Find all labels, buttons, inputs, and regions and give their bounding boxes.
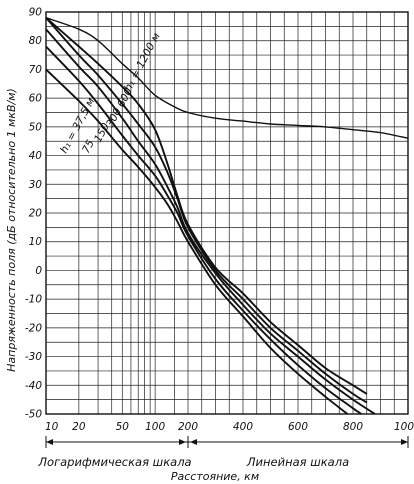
y-axis-title: Напряженность поля (дБ относительно 1 мк… [5,88,18,372]
y-tick-label: 50 [29,121,43,133]
grid [45,11,409,415]
y-tick-label: -40 [25,380,42,392]
x-tick-label: 600 [288,421,308,433]
x-tick-label: 20 [72,421,86,433]
y-tick-label: -10 [25,294,42,306]
y-tick-label: 30 [29,179,43,191]
y-tick-label: 0 [35,265,42,277]
x-tick-label: 800 [343,421,363,433]
x-tick-label: 200 [178,421,198,433]
scale-arrow [46,439,53,445]
y-tick-labels: 90 80 70 60 50 40 30 20 10 0 -10 -20 -30 -40 -50 [25,7,42,421]
series-line [45,17,368,404]
x-axis-title: Расстояние, км [171,470,259,483]
scale-arrow [179,439,186,445]
y-tick-label: 40 [29,150,43,162]
x-tick-label: 10 [45,421,59,433]
series-line [45,28,376,415]
series-line [45,45,362,415]
x-tick-label: 100 [145,421,165,433]
curve-label-75: 75 [80,138,97,156]
x-tick-label: 1000км [394,421,414,433]
y-tick-label: 70 [29,64,43,76]
y-tick-label: -30 [25,351,42,363]
scale-bar [45,436,409,448]
x-tick-labels: 10 20 50 100 200 400 600 800 1000км [45,421,414,433]
series-line [45,68,349,415]
y-tick-label: 20 [29,208,43,220]
y-tick-label: 10 [29,236,43,248]
scale-label-log: Логарифмическая шкала [37,455,191,469]
curves [45,16,409,415]
series-line [45,17,409,139]
y-tick-label: 90 [29,7,43,19]
y-tick-label: -50 [25,409,42,421]
plot-frame [45,11,409,415]
x-tick-label: 400 [233,421,253,433]
x-tick-label: 50 [116,421,130,433]
y-tick-label: 80 [29,35,43,47]
scale-label-linear: Линейная шкала [246,455,349,469]
series-line [45,16,368,395]
y-tick-label: -20 [25,322,42,334]
scale-arrow [401,439,408,445]
scale-arrow [190,439,197,445]
y-tick-label: 60 [29,93,43,105]
